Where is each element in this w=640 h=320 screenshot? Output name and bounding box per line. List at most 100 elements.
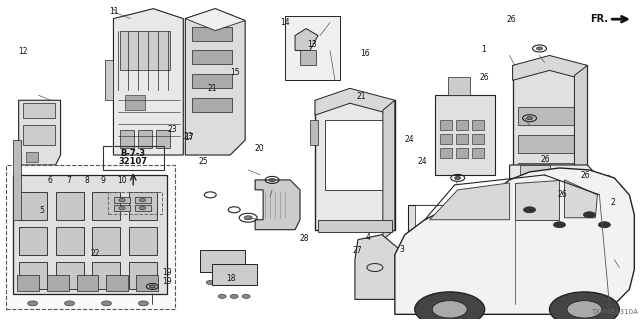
Bar (26, 152, 38, 162)
Bar (325, 120, 385, 190)
Bar (136, 276, 158, 292)
Polygon shape (509, 165, 620, 250)
Text: 21: 21 (208, 84, 218, 93)
Text: TXM4B1310A: TXM4B1310A (591, 309, 638, 316)
Bar (135, 205, 151, 211)
Polygon shape (19, 100, 61, 165)
Bar (17, 276, 38, 292)
Bar (19, 227, 47, 255)
Bar (13, 140, 20, 220)
Text: 14: 14 (280, 19, 290, 28)
Circle shape (536, 47, 543, 50)
Text: 7: 7 (66, 176, 71, 185)
Polygon shape (106, 60, 113, 100)
Polygon shape (513, 55, 588, 80)
Text: B-7-3: B-7-3 (121, 149, 146, 158)
Text: 20: 20 (255, 144, 264, 153)
Bar (56, 261, 83, 289)
Bar (115, 205, 131, 211)
Bar (19, 261, 47, 289)
Bar (440, 148, 452, 158)
Circle shape (218, 280, 226, 284)
Text: 1: 1 (481, 44, 486, 54)
Polygon shape (355, 235, 400, 300)
Circle shape (230, 294, 238, 298)
Bar (456, 120, 468, 130)
Bar (106, 276, 129, 292)
Text: 17: 17 (184, 132, 194, 141)
Bar (192, 51, 232, 64)
Bar (19, 192, 47, 220)
Polygon shape (383, 100, 395, 240)
Circle shape (432, 300, 467, 318)
Circle shape (28, 231, 38, 236)
Bar (518, 163, 582, 181)
Bar (138, 130, 152, 148)
Circle shape (454, 176, 461, 180)
Text: 10: 10 (117, 176, 127, 185)
Circle shape (138, 266, 148, 271)
Bar (520, 165, 550, 200)
Circle shape (550, 292, 620, 320)
Text: 6: 6 (47, 176, 52, 185)
Bar (448, 77, 470, 95)
Bar (570, 175, 609, 205)
Polygon shape (300, 51, 316, 65)
Circle shape (269, 179, 275, 181)
Circle shape (149, 285, 156, 288)
Circle shape (65, 266, 74, 271)
Text: 8: 8 (84, 176, 90, 185)
Text: 19: 19 (162, 277, 172, 286)
Text: 28: 28 (300, 234, 309, 243)
Text: 19: 19 (162, 268, 172, 277)
Circle shape (566, 253, 572, 256)
Bar (22, 125, 54, 145)
Circle shape (218, 294, 226, 298)
Bar (156, 130, 170, 148)
Bar (408, 205, 476, 294)
Polygon shape (315, 88, 395, 115)
Bar (125, 95, 145, 110)
Bar (518, 135, 582, 153)
Polygon shape (295, 28, 318, 51)
Bar (56, 227, 83, 255)
Text: 4: 4 (365, 233, 371, 242)
Text: 15: 15 (230, 68, 240, 77)
Circle shape (65, 231, 74, 236)
Circle shape (598, 222, 611, 228)
Text: 22: 22 (90, 249, 100, 258)
Bar (440, 134, 452, 144)
Circle shape (616, 266, 622, 269)
Circle shape (138, 231, 148, 236)
Polygon shape (255, 180, 300, 230)
Bar (440, 120, 452, 130)
Bar (115, 197, 131, 203)
Text: 25: 25 (199, 157, 209, 166)
Bar (120, 31, 170, 70)
Bar (47, 276, 68, 292)
Bar (93, 261, 120, 289)
Bar (472, 148, 484, 158)
Circle shape (119, 198, 125, 202)
Text: 23: 23 (184, 132, 193, 141)
Bar (129, 227, 157, 255)
Text: 24: 24 (417, 157, 427, 166)
Text: 24: 24 (404, 135, 414, 144)
Text: 11: 11 (109, 7, 119, 16)
Circle shape (244, 216, 252, 220)
Circle shape (206, 280, 214, 284)
Text: 23: 23 (167, 125, 177, 134)
Bar (192, 27, 232, 41)
Circle shape (527, 117, 532, 120)
Circle shape (102, 231, 111, 236)
Bar (93, 192, 120, 220)
Circle shape (415, 292, 484, 320)
Bar (192, 74, 232, 88)
Bar (435, 95, 495, 175)
Bar (456, 134, 468, 144)
Polygon shape (476, 215, 490, 294)
Text: 13: 13 (308, 40, 317, 49)
Text: 12: 12 (19, 47, 28, 56)
Circle shape (28, 266, 38, 271)
Text: 26: 26 (558, 189, 568, 199)
